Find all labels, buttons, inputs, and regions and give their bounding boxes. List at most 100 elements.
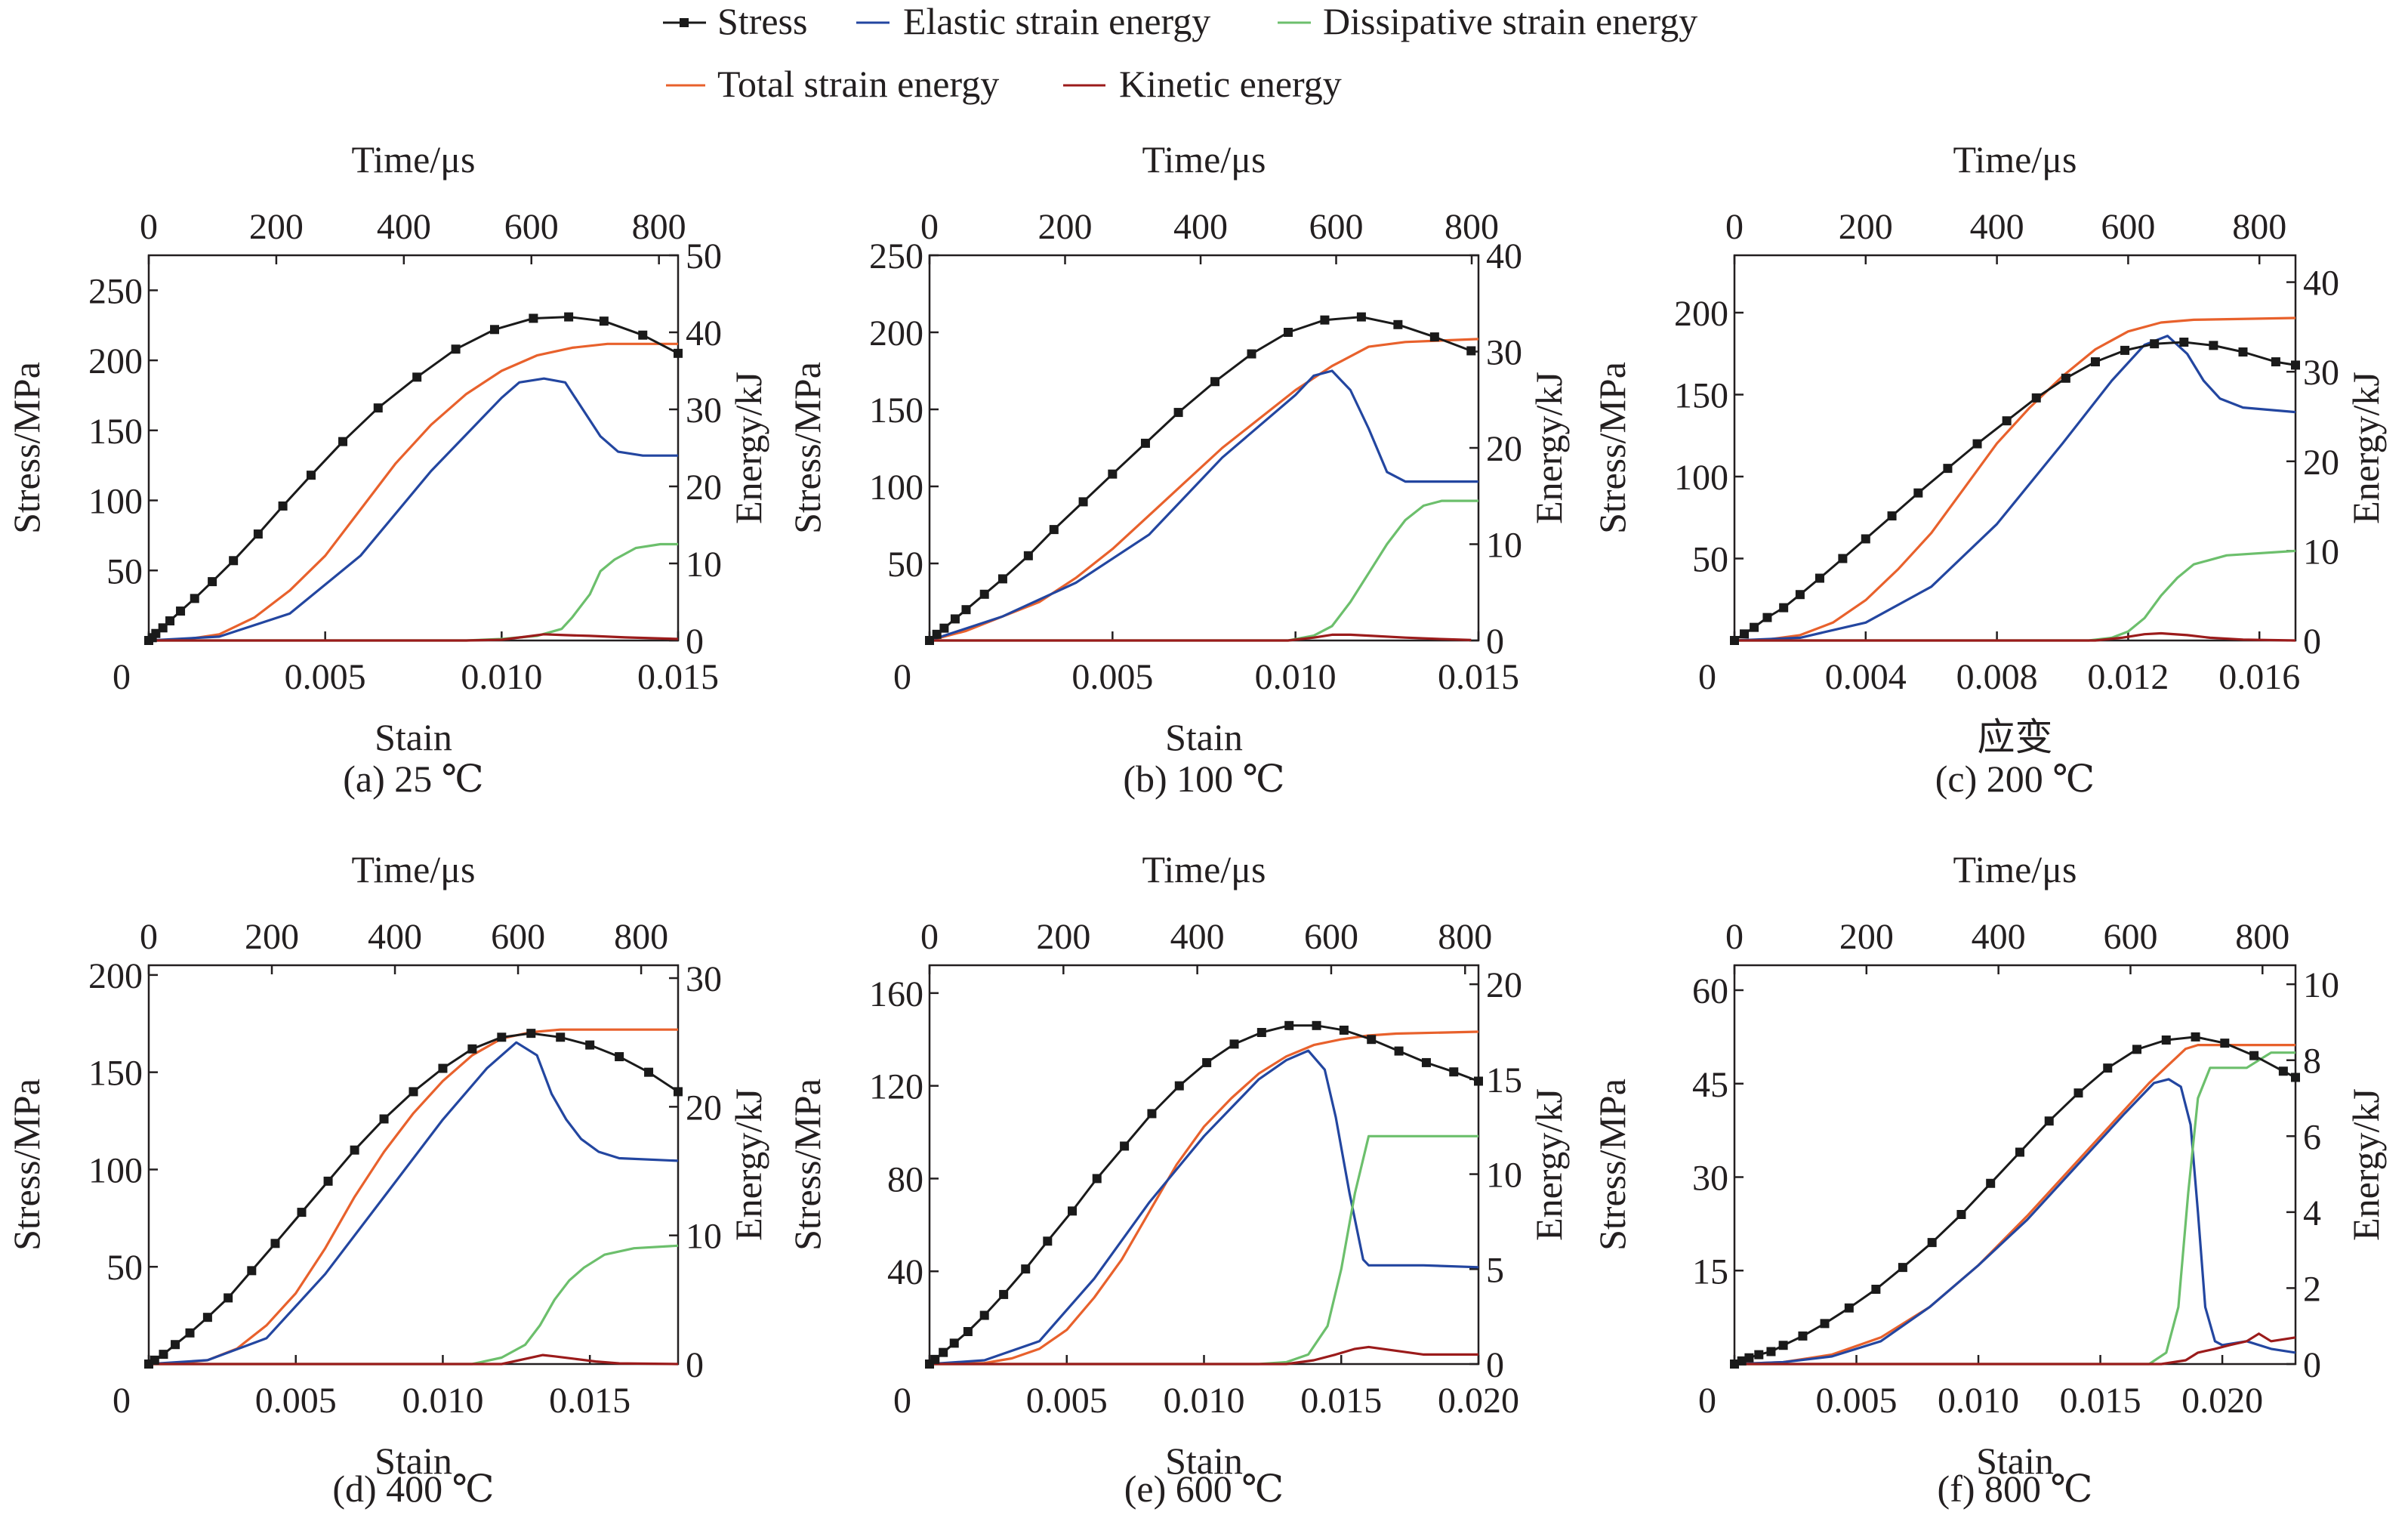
stress-point (638, 330, 648, 340)
stress-series-line (148, 1032, 679, 1366)
top-tick-label: 400 (1173, 207, 1228, 247)
stress-point (674, 1087, 683, 1097)
stress-point (2103, 1063, 2113, 1073)
stress-point (1256, 1028, 1266, 1038)
stress-point (306, 471, 316, 480)
y2-tick-label: 10 (2303, 532, 2339, 572)
stress-point (150, 1355, 159, 1365)
x-axis-title: 应变 (1978, 716, 2053, 758)
top-axis-title: Time/μs (352, 848, 476, 890)
stress-point (644, 1067, 654, 1077)
y2-tick-label: 0 (686, 622, 704, 662)
legend-stress-marker (680, 18, 689, 27)
top-axis-title: Time/μs (352, 138, 476, 181)
y2-tick-label: 8 (2303, 1042, 2321, 1082)
stress-point (963, 1327, 973, 1337)
stress-point (1367, 1035, 1377, 1045)
stress-point (1429, 332, 1439, 342)
stress-point (2278, 1066, 2288, 1076)
stress-point (350, 1145, 359, 1155)
y-tick-label: 50 (106, 551, 143, 591)
x-axis-title: Stain (1165, 1440, 1243, 1482)
kinetic-series-line (930, 1345, 1478, 1366)
x-origin-label: 0 (113, 1381, 131, 1421)
y2-tick-label: 30 (686, 390, 722, 431)
x-tick-label: 0.005 (285, 657, 366, 697)
stress-point (556, 1032, 566, 1042)
total-series-line (148, 342, 678, 642)
x-tick-label: 0.016 (2218, 657, 2300, 697)
stress-point (1394, 1046, 1404, 1056)
stress-point (674, 348, 683, 358)
panel-caption: (d) 400 ℃ (332, 1468, 494, 1510)
dissipative-series-line (1734, 1051, 2295, 1366)
legend-kinetic-label: Kinetic energy (1119, 63, 1342, 105)
y-tick-label: 100 (869, 468, 923, 508)
legend-elastic-label: Elastic strain energy (903, 0, 1210, 42)
y-tick-label: 100 (1674, 458, 1728, 498)
stress-point (1068, 1206, 1078, 1216)
y2-tick-label: 2 (2303, 1269, 2321, 1309)
stress-point (278, 501, 288, 511)
kinetic-series-line (1734, 1332, 2296, 1366)
stress-point (1284, 1020, 1294, 1030)
plot-frame (147, 254, 680, 642)
top-axis-title: Time/μs (1953, 138, 2077, 181)
stress-point (2238, 347, 2248, 357)
top-tick-label: 600 (1304, 917, 1358, 957)
elastic-series-line (148, 1041, 679, 1366)
stress-point (2291, 1073, 2300, 1082)
stress-point (1021, 1264, 1031, 1274)
stress-point (1744, 1353, 1754, 1363)
total-series-line (929, 1030, 1479, 1366)
total-series-line (1734, 1043, 2295, 1366)
stress-point (1844, 1303, 1854, 1313)
stress-point (1449, 1067, 1459, 1077)
stress-point (171, 1340, 180, 1350)
y2-axis-title: Energy/kJ (727, 1088, 769, 1241)
x-origin-label: 0 (1698, 657, 1716, 697)
stress-point (1210, 377, 1220, 387)
total-series-line (1734, 316, 2296, 642)
dissipative-series-line (149, 1244, 679, 1366)
y2-tick-label: 0 (686, 1345, 704, 1385)
dissipative-series-line (930, 1134, 1478, 1366)
stress-point (1092, 1174, 1102, 1184)
stress-point (1838, 554, 1848, 563)
kinetic-series-line (149, 633, 679, 642)
y2-axis-title: Energy/kJ (1528, 1088, 1570, 1241)
stress-point (165, 616, 175, 626)
x-tick-label: 0.015 (2060, 1381, 2141, 1421)
stress-point (979, 1310, 989, 1320)
stress-point (1421, 1057, 1431, 1067)
top-tick-label: 0 (920, 207, 939, 247)
top-tick-label: 200 (245, 917, 299, 957)
y2-tick-label: 20 (1486, 965, 1522, 1005)
y-tick-label: 45 (1692, 1065, 1728, 1105)
stress-point (2220, 1039, 2230, 1048)
y-tick-label: 160 (869, 974, 923, 1014)
y2-axis-title: Energy/kJ (727, 372, 769, 524)
y-tick-label: 200 (88, 341, 143, 381)
stress-point (564, 312, 574, 322)
stress-point (2090, 357, 2100, 367)
stress-point (1466, 346, 1476, 356)
y2-tick-label: 15 (1486, 1060, 1522, 1100)
stress-point (1820, 1319, 1830, 1329)
stress-point (489, 325, 499, 335)
y2-tick-label: 50 (686, 236, 722, 276)
x-tick-label: 0.015 (1300, 1381, 1382, 1421)
stress-point (1927, 1238, 1937, 1248)
top-tick-label: 400 (377, 207, 431, 247)
legend: Stress Elastic strain energy Dissipative… (663, 0, 1697, 105)
y2-tick-label: 10 (1486, 1156, 1522, 1196)
top-tick-label: 800 (614, 917, 668, 957)
stress-point (1108, 469, 1118, 479)
y2-tick-label: 20 (1486, 429, 1522, 469)
stress-point (1740, 629, 1750, 639)
stress-point (497, 1032, 507, 1042)
stress-point (930, 1354, 940, 1364)
stress-point (1798, 1331, 1808, 1341)
